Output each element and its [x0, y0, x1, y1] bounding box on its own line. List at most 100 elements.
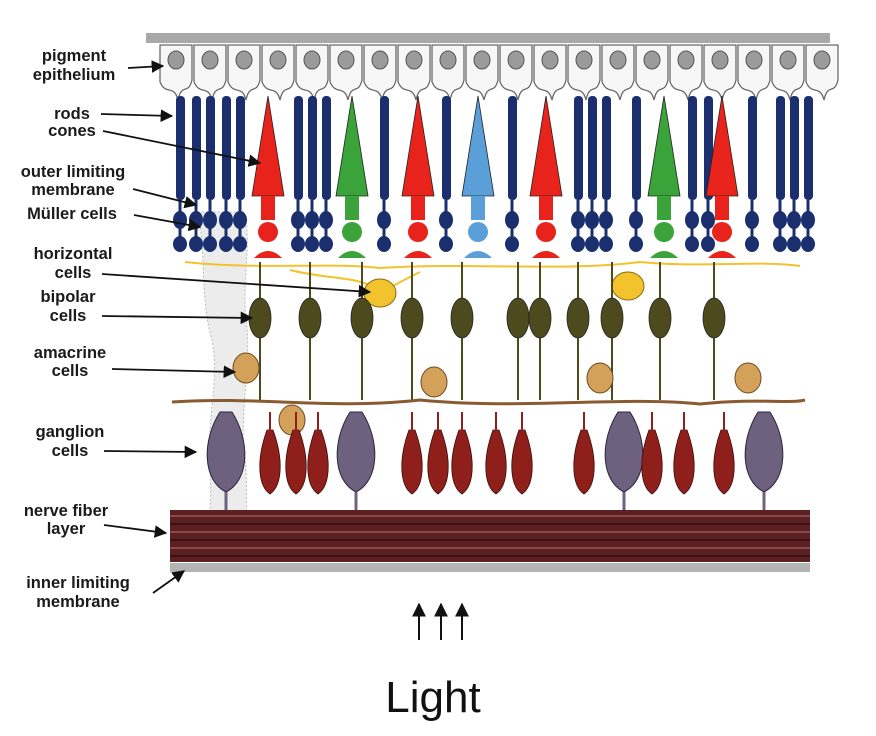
rod-outer-segment	[632, 96, 641, 200]
bipolar-cell-layer	[248, 262, 726, 400]
leader-lines	[100, 60, 372, 594]
cone-pedicle	[650, 251, 678, 258]
rod-terminal	[233, 236, 247, 252]
rod-terminal	[701, 236, 715, 252]
rod-terminal	[745, 236, 759, 252]
cone-nucleus	[536, 222, 556, 242]
rod-terminal	[173, 236, 187, 252]
rod-nucleus	[585, 211, 599, 229]
rod-terminal	[505, 236, 519, 252]
rod-outer-segment	[688, 96, 697, 200]
svg-text:rods: rods	[54, 105, 90, 123]
cone-outer-segment	[461, 95, 495, 197]
rod-terminal	[629, 236, 643, 252]
pointer-muller-cells	[133, 214, 202, 232]
rod-outer-segment	[442, 96, 451, 200]
large-ganglion-cell	[336, 411, 376, 493]
ganglion-cell-layer	[206, 411, 784, 512]
nerve-fiber-band	[170, 510, 810, 562]
small-ganglion-cell	[641, 429, 663, 495]
small-ganglion-cell	[401, 429, 423, 495]
pointer-outer-limiting-membrane	[132, 188, 198, 209]
label-bipolar-cells: bipolar cells	[40, 288, 96, 325]
svg-text:bipolar: bipolar	[40, 288, 96, 306]
rod-outer-segment	[508, 96, 517, 200]
rod-nucleus	[801, 211, 815, 229]
cone-pedicle	[338, 251, 366, 258]
pigment-nucleus	[575, 50, 593, 70]
cone-outer-segment	[251, 95, 285, 197]
small-ganglion-cell	[573, 429, 595, 495]
svg-text:cells: cells	[50, 307, 87, 325]
cone-outer-segment	[335, 95, 369, 197]
rod-outer-segment	[294, 96, 303, 200]
pigment-nucleus	[405, 50, 423, 70]
rod-terminal	[319, 236, 333, 252]
pigment-nucleus	[269, 50, 287, 70]
cone-nucleus	[654, 222, 674, 242]
rod-nucleus	[505, 211, 519, 229]
pointer-horizontal-cells	[101, 273, 372, 298]
rod-nucleus	[439, 211, 453, 229]
svg-text:cells: cells	[52, 362, 89, 380]
bipolar-cell-body	[648, 297, 672, 339]
rod-nucleus	[291, 211, 305, 229]
pigment-nucleus	[745, 50, 763, 70]
rod-nucleus	[787, 211, 801, 229]
svg-text:cones: cones	[48, 122, 96, 140]
pointer-cones	[102, 130, 262, 167]
rod-terminal	[585, 236, 599, 252]
pointer-nerve-fiber-layer	[103, 524, 168, 538]
pigment-nucleus	[167, 50, 185, 70]
svg-text:layer: layer	[47, 520, 86, 538]
amacrine-cell-body	[278, 404, 306, 436]
label-muller-cells: Müller cells	[27, 205, 117, 223]
rod-terminal	[291, 236, 305, 252]
rod-outer-segment	[776, 96, 785, 200]
rod-nucleus	[685, 211, 699, 229]
rod-terminal	[599, 236, 613, 252]
photoreceptor-layer	[173, 95, 815, 258]
pigment-nucleus	[711, 50, 729, 70]
bipolar-cell-body	[528, 297, 552, 339]
rod-outer-segment	[790, 96, 799, 200]
small-ganglion-cell	[451, 429, 473, 495]
rod-nucleus	[701, 211, 715, 229]
rod-nucleus	[305, 211, 319, 229]
rod-nucleus	[629, 211, 643, 229]
bipolar-cell-body	[350, 297, 374, 339]
rod-nucleus	[377, 211, 391, 229]
cone-nucleus	[712, 222, 732, 242]
pointer-inner-limiting-membrane	[152, 570, 186, 594]
rod-outer-segment	[192, 96, 201, 200]
rod-nucleus	[773, 211, 787, 229]
rod-outer-segment	[206, 96, 215, 200]
rod-outer-segment	[322, 96, 331, 200]
pointer-bipolar-cells	[101, 311, 254, 325]
rod-outer-segment	[748, 96, 757, 200]
rod-nucleus	[233, 211, 247, 229]
cone-pedicle	[708, 251, 736, 258]
pigment-epithelium-layer	[159, 44, 839, 101]
rod-outer-segment	[380, 96, 389, 200]
rod-terminal	[439, 236, 453, 252]
inner-plexiform-process	[171, 398, 806, 406]
cone-nucleus	[258, 222, 278, 242]
small-ganglion-cell	[485, 429, 507, 495]
pigment-nucleus	[609, 50, 627, 70]
small-ganglion-cell	[259, 429, 281, 495]
rod-outer-segment	[176, 96, 185, 200]
cone-inner-segment	[345, 196, 359, 220]
rod-terminal	[219, 236, 233, 252]
rod-terminal	[305, 236, 319, 252]
rod-terminal	[203, 236, 217, 252]
rod-terminal	[801, 236, 815, 252]
bipolar-cell-body	[400, 297, 424, 339]
small-ganglion-cell	[307, 429, 329, 495]
cone-inner-segment	[539, 196, 553, 220]
large-ganglion-cell	[206, 411, 246, 493]
rod-nucleus	[745, 211, 759, 229]
bipolar-cell-body	[600, 297, 624, 339]
